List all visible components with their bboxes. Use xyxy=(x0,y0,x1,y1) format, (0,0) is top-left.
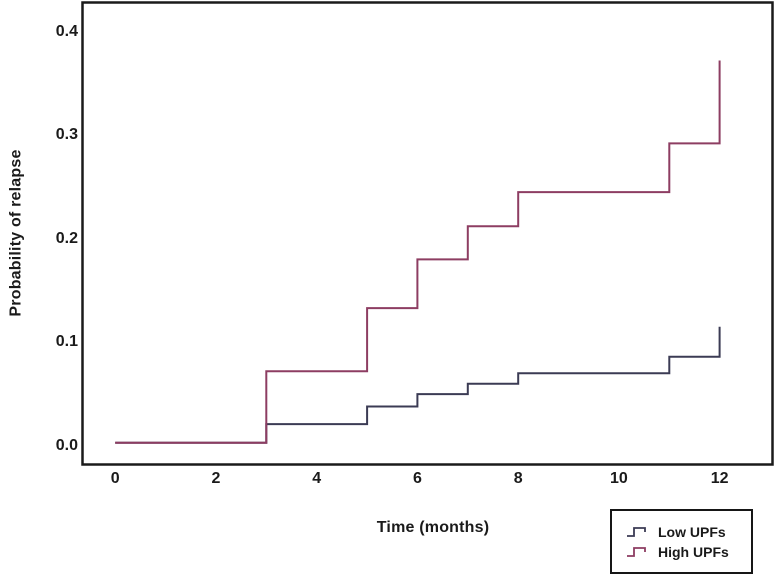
x-axis-title: Time (months) xyxy=(376,519,490,536)
y-axis-title-wrap: Probability of relapse xyxy=(4,2,30,464)
legend-glyph-path-low xyxy=(627,527,646,537)
y-axis-title: Probability of relapse xyxy=(8,149,25,317)
x-tick-label: 10 xyxy=(609,470,628,487)
x-tick-label: 2 xyxy=(211,470,221,487)
x-tick-label: 0 xyxy=(110,470,120,487)
series-path-low-upfs xyxy=(115,326,721,444)
legend-box: Low UPFs High UPFs xyxy=(610,509,753,574)
legend-entry-high-upfs: High UPFs xyxy=(626,542,751,561)
legend-entry-low-upfs: Low UPFs xyxy=(626,522,751,541)
y-tick-label: 0.1 xyxy=(55,333,78,351)
x-tick-label: 8 xyxy=(513,470,523,487)
y-tick-label: 0.4 xyxy=(55,22,78,40)
legend-label-high-upfs: High UPFs xyxy=(658,543,729,560)
y-tick-label: 0.0 xyxy=(55,436,78,454)
series-path-high-upfs xyxy=(115,60,721,444)
step-line-icon-high xyxy=(627,547,646,557)
x-tick-label: 4 xyxy=(312,470,322,487)
legend-glyph-path-high xyxy=(627,547,646,557)
legend-label-low-upfs: Low UPFs xyxy=(658,523,726,540)
y-tick-label: 0.2 xyxy=(55,229,78,247)
y-tick-label: 0.3 xyxy=(55,126,78,144)
step-line-icon-low xyxy=(627,527,646,537)
x-tick-label: 6 xyxy=(412,470,422,487)
plot-border xyxy=(81,1,774,466)
x-tick-label: 12 xyxy=(710,470,729,487)
